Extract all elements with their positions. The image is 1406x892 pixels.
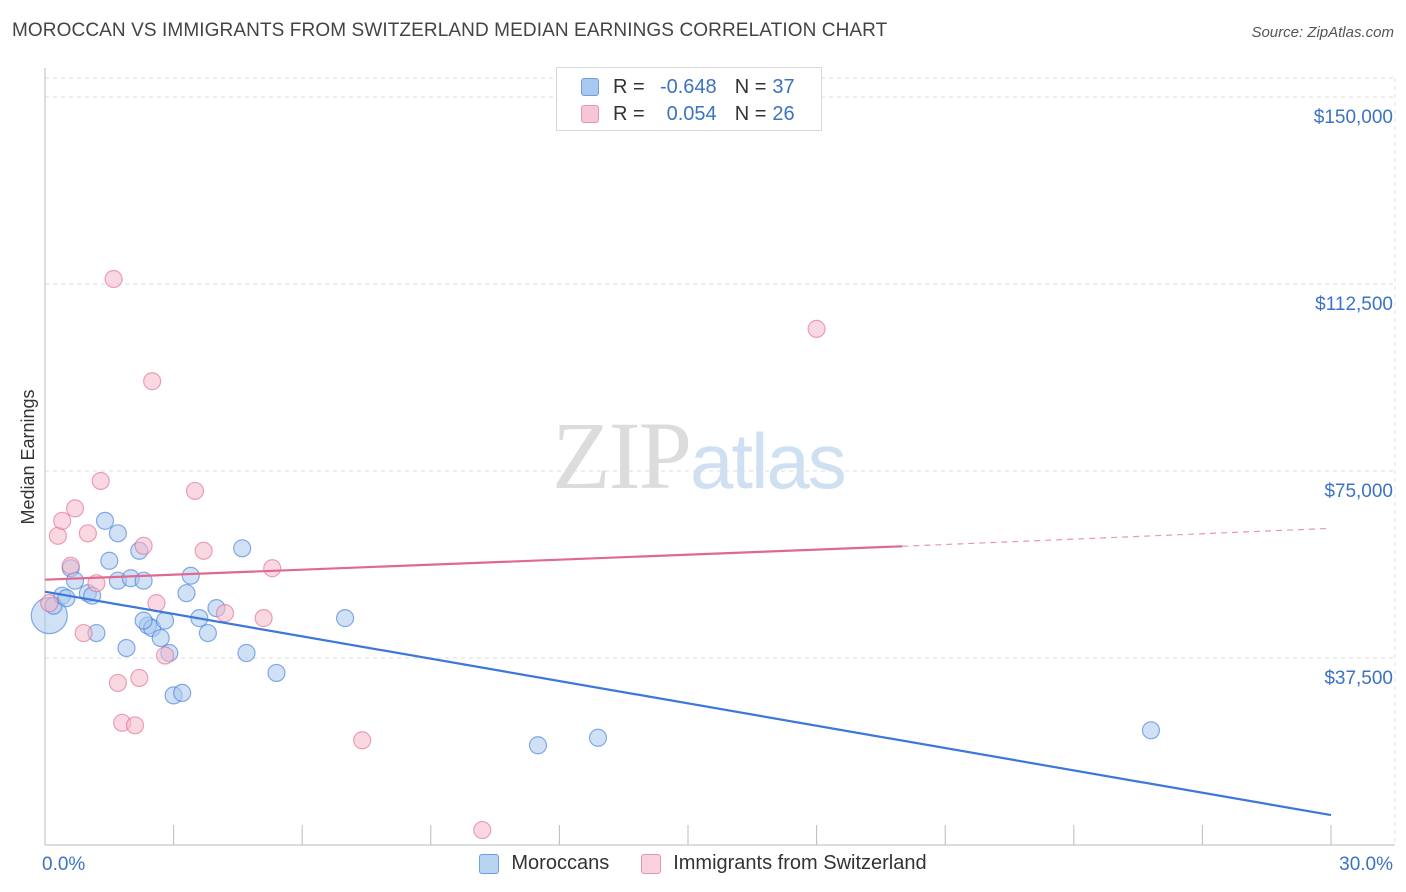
moroccans-point	[173, 683, 192, 703]
switzerland-point	[353, 731, 372, 750]
bottom-legend-switzerland: Immigrants from Switzerland	[641, 852, 927, 875]
switzerland-point	[194, 541, 213, 560]
moroccans-point	[177, 584, 196, 603]
switzerland-trend-line	[44, 545, 903, 581]
moroccans-point	[117, 638, 136, 658]
legend-row-moroccans: R = -0.648 N = 37	[581, 74, 795, 100]
x-tick-label: 0.0%	[42, 854, 85, 875]
watermark-zip: ZIP	[552, 402, 692, 509]
switzerland-point	[53, 511, 72, 530]
source-label: Source: ZipAtlas.com	[1251, 24, 1394, 41]
legend-swatch-moroccans	[581, 78, 599, 96]
switzerland-trend-extension	[902, 527, 1332, 547]
moroccans-point	[57, 589, 76, 608]
y-tick-label: $112,500	[1315, 294, 1393, 315]
legend-r-label: R =	[613, 75, 645, 98]
moroccans-point	[233, 539, 252, 558]
bottom-legend-label-switzerland: Immigrants from Switzerland	[673, 852, 927, 874]
bottom-legend-swatch-moroccans	[479, 853, 500, 874]
switzerland-point	[104, 269, 123, 289]
switzerland-point	[65, 499, 85, 518]
switzerland-point	[61, 556, 80, 575]
bottom-legend-swatch-switzerland	[641, 853, 662, 874]
legend-n-value: 37	[772, 75, 795, 98]
y-tick-label: $37,500	[1324, 668, 1393, 689]
moroccans-point	[65, 571, 85, 590]
switzerland-point	[130, 668, 149, 688]
moroccans-point	[134, 611, 153, 630]
switzerland-point	[74, 623, 93, 643]
switzerland-point	[108, 673, 127, 693]
switzerland-point	[807, 319, 826, 338]
legend-r-value: 0.054	[666, 102, 717, 125]
moroccans-point	[267, 663, 286, 683]
chart-title: MOROCCAN VS IMMIGRANTS FROM SWITZERLAND …	[12, 20, 888, 41]
moroccans-point	[528, 736, 548, 755]
bottom-legend-moroccans: Moroccans	[479, 852, 609, 875]
bottom-legend: Moroccans Immigrants from Switzerland	[0, 852, 1406, 875]
moroccans-point	[198, 623, 217, 643]
y-tick-label: $75,000	[1324, 481, 1393, 502]
switzerland-point	[155, 646, 175, 665]
moroccans-point	[588, 728, 608, 747]
trend-lines	[44, 527, 1332, 817]
switzerland-point	[473, 820, 492, 840]
moroccans-point	[1141, 721, 1161, 740]
switzerland-point	[134, 536, 153, 555]
moroccans-point	[181, 566, 200, 585]
legend: R = -0.648 N = 37 R = 0.054 N = 26	[556, 67, 822, 131]
legend-n-label: N =	[734, 102, 767, 125]
axes	[44, 68, 1395, 846]
switzerland-point	[263, 559, 282, 578]
switzerland-point	[185, 481, 205, 501]
moroccans-point	[100, 551, 119, 570]
switzerland-point	[125, 716, 145, 735]
switzerland-point	[48, 526, 67, 545]
series-layer	[30, 269, 1161, 840]
legend-n-value: 26	[772, 102, 795, 125]
legend-swatch-switzerland	[581, 105, 599, 123]
switzerland-point	[78, 524, 97, 543]
grid-lines	[45, 77, 1396, 845]
bottom-legend-label-moroccans: Moroccans	[511, 852, 610, 874]
switzerland-point	[254, 609, 273, 628]
legend-r-value: -0.648	[659, 75, 717, 98]
tick-labels: $37,500 $75,000 $112,500 $150,000 0.0% 30.0%	[42, 107, 1393, 875]
watermark-atlas: atlas	[690, 417, 847, 505]
y-axis-label: Median Earnings	[18, 389, 38, 524]
moroccans-point	[95, 511, 115, 530]
y-tick-label: $150,000	[1314, 107, 1393, 128]
legend-r-label: R =	[613, 102, 645, 125]
moroccans-point	[335, 609, 355, 628]
moroccans-point	[151, 628, 170, 648]
switzerland-point	[215, 604, 235, 623]
x-tick-label: 30.0%	[1339, 854, 1393, 875]
moroccans-point	[237, 643, 256, 663]
switzerland-point	[40, 594, 59, 613]
watermark: ZIPatlas	[552, 400, 847, 511]
moroccans-trend-line	[44, 590, 1332, 817]
legend-n-label: N =	[734, 75, 767, 98]
moroccans-point	[108, 524, 127, 543]
switzerland-point	[143, 372, 162, 391]
legend-row-switzerland: R = 0.054 N = 26	[581, 101, 795, 127]
switzerland-point	[91, 471, 110, 491]
